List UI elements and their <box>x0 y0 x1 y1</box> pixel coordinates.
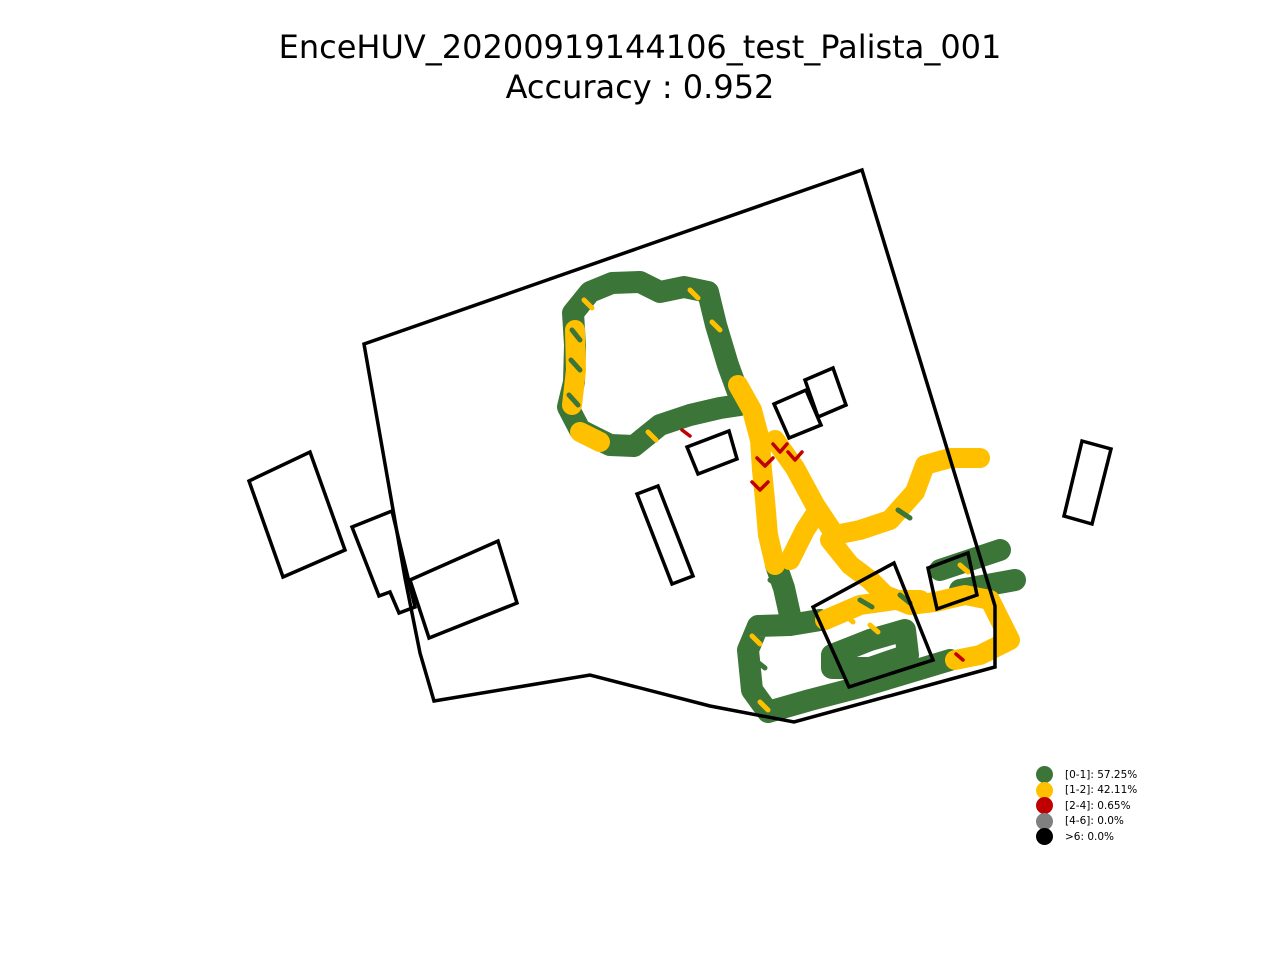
track-segment <box>581 287 971 713</box>
track-segment <box>750 480 770 492</box>
legend-item: [2-4]: 0.65% <box>1036 797 1137 815</box>
trajectory-layer <box>557 271 1026 723</box>
accuracy-subtitle: Accuracy : 0.952 <box>505 68 775 106</box>
track-segment <box>570 422 610 452</box>
trajectory-class-0-1 <box>557 271 1026 723</box>
legend-item: [0-1]: 57.25% <box>1036 766 1138 784</box>
track-segment <box>780 500 828 570</box>
track-segment <box>755 456 775 468</box>
legend-label: [2-4]: 0.65% <box>1065 799 1131 812</box>
trajectory-class-0-1-accent <box>566 327 913 701</box>
main-area-boundary <box>362 167 997 724</box>
building-outline <box>246 449 348 580</box>
map-title: EnceHUV_20200919144106_test_Palista_001 <box>278 28 1002 66</box>
building-outline <box>802 365 849 420</box>
track-segment <box>765 430 990 545</box>
legend-color-swatch <box>1036 797 1053 815</box>
trajectory-class-2-4 <box>680 428 965 662</box>
building-outline <box>349 508 418 616</box>
track-segment <box>728 375 785 575</box>
building-outline <box>771 387 824 441</box>
legend-label: [1-2]: 42.11% <box>1065 784 1138 797</box>
legend: [0-1]: 57.25% [1-2]: 42.11% [2-4]: 0.65% [4… <box>1036 766 1138 846</box>
building-outline <box>1061 438 1114 527</box>
building-outline <box>634 483 696 587</box>
track-segment <box>821 619 919 679</box>
legend-color-swatch <box>1036 766 1053 784</box>
building-outline <box>925 550 980 612</box>
legend-color-swatch <box>1036 828 1053 846</box>
outline-layer <box>246 167 1114 724</box>
legend-color-swatch <box>1036 812 1053 830</box>
building-outline <box>684 428 740 477</box>
track-segment <box>786 450 804 462</box>
legend-item: [1-2]: 42.11% <box>1036 781 1138 799</box>
track-segment <box>954 652 965 662</box>
legend-item: >6: 0.0% <box>1036 828 1137 846</box>
legend-item: [4-6]: 0.0% <box>1036 812 1137 830</box>
track-segment <box>771 442 789 454</box>
legend-color-swatch <box>1036 781 1053 799</box>
track-segment <box>566 327 913 701</box>
track-segment <box>815 590 930 630</box>
legend-label: [0-1]: 57.25% <box>1065 768 1138 781</box>
building-outline <box>407 538 520 641</box>
legend-label: [4-6]: 0.0% <box>1065 815 1124 828</box>
legend-label: >6: 0.0% <box>1065 830 1115 843</box>
track-segment <box>562 320 586 415</box>
trajectory-class-1-2-accent <box>581 287 971 713</box>
track-segment <box>680 428 692 438</box>
building-outline <box>810 560 936 690</box>
